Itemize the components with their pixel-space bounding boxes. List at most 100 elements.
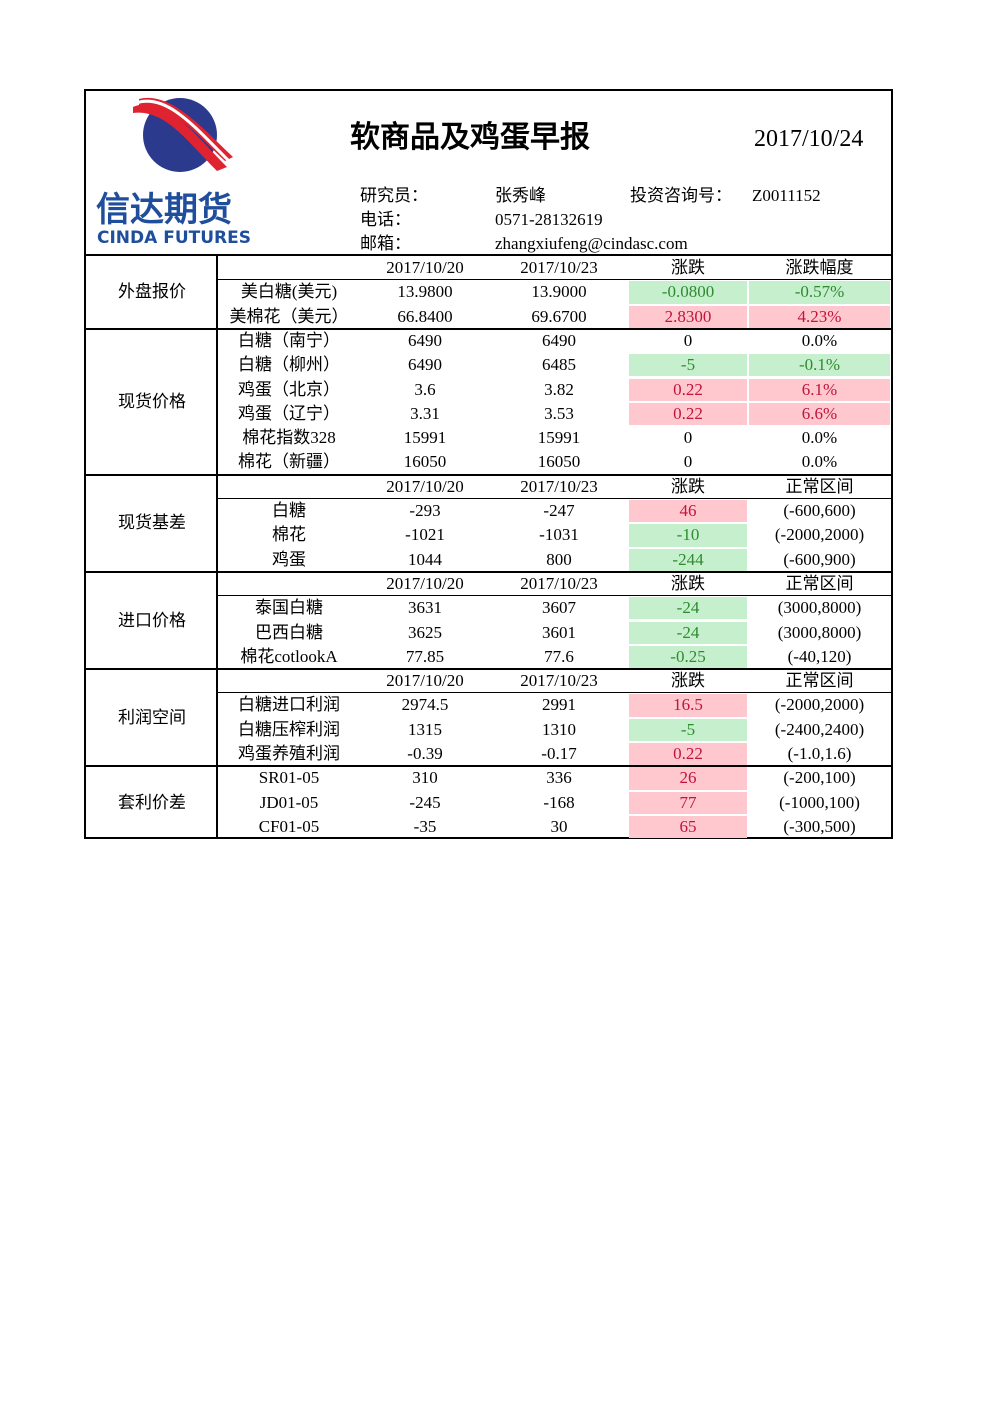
cell: 69.6700: [531, 306, 587, 326]
info-text: 电话：: [360, 210, 411, 229]
cell: 鸡蛋（北京）: [238, 379, 340, 399]
cell: 1310: [542, 719, 576, 739]
column-header: 正常区间: [785, 573, 854, 593]
divider: [218, 692, 891, 694]
cell: -10: [676, 525, 700, 545]
column-header: 2017/10/23: [520, 671, 598, 691]
cell: -5: [680, 355, 696, 375]
info-text: 投资咨询号：: [630, 186, 732, 205]
column-header: 涨跌幅度: [785, 258, 854, 277]
section-label: 进口价格: [118, 610, 186, 630]
cell: -0.17: [541, 744, 577, 763]
column-header: 2017/10/20: [386, 476, 464, 496]
column-header: 涨跌: [671, 573, 705, 593]
cell: CF01-05: [258, 816, 320, 836]
column-header: 2017/10/23: [520, 476, 598, 496]
divider: [84, 570, 893, 573]
cell: (-200,100): [783, 768, 856, 788]
cell: -1021: [405, 525, 445, 545]
cell: 26: [679, 768, 697, 788]
cell: 65: [679, 816, 697, 836]
column-header: 涨跌: [671, 258, 705, 277]
cell: 310: [412, 768, 438, 788]
border: [84, 254, 893, 256]
cell: 棉花: [272, 525, 306, 545]
column-header: 2017/10/20: [386, 573, 464, 593]
section-label: 现货价格: [118, 391, 186, 411]
cell: SR01-05: [258, 768, 320, 788]
cell: (-2000,2000): [774, 525, 865, 545]
cell: -35: [413, 816, 437, 836]
cell: 15991: [403, 428, 447, 448]
info-text: zhangxiufeng@cindasc.com: [495, 234, 688, 253]
cell: (-600,900): [783, 549, 856, 569]
cell: 0.22: [673, 379, 703, 399]
cell: 鸡蛋: [272, 549, 306, 569]
cell: (-2000,2000): [774, 695, 865, 715]
column-header: 正常区间: [785, 476, 854, 496]
cell: -293: [409, 501, 441, 520]
column-header: 2017/10/23: [520, 258, 598, 277]
column-header: 2017/10/20: [386, 258, 464, 277]
cell: 0.0%: [801, 428, 838, 448]
info-text: 0571-28132619: [495, 210, 603, 229]
cell: 6490: [408, 355, 442, 375]
cell: 白糖: [272, 501, 306, 520]
cell: 77.85: [405, 646, 445, 666]
cell-highlight: [629, 524, 747, 547]
divider: [216, 474, 218, 572]
cell: 3607: [542, 598, 576, 618]
divider: [216, 571, 218, 670]
cell: -245: [409, 792, 441, 812]
info-text: Z0011152: [752, 186, 821, 205]
cell: 2.8300: [664, 306, 712, 326]
cell: 16.5: [673, 695, 703, 715]
section-label: 现货基差: [118, 513, 186, 533]
cell: 6490: [408, 330, 442, 350]
cell: 66.8400: [397, 306, 453, 326]
cell-highlight: [749, 305, 890, 328]
divider: [84, 765, 893, 768]
cell-highlight: [629, 621, 747, 644]
column-header: 2017/10/23: [520, 573, 598, 593]
cell-highlight: [749, 281, 890, 304]
cell: 6.1%: [801, 379, 838, 399]
title: 软商品及鸡蛋早报: [350, 121, 590, 154]
cell: 3.31: [410, 403, 440, 423]
divider: [84, 668, 893, 671]
cell: 0: [683, 428, 693, 448]
cell: -24: [676, 598, 700, 618]
cell: 泰国白糖: [255, 598, 323, 618]
divider: [218, 595, 891, 597]
divider: [84, 327, 893, 330]
divider: [216, 328, 218, 475]
cell-highlight: [629, 500, 747, 523]
cell-highlight: [629, 743, 747, 766]
cell: 6490: [542, 330, 576, 350]
cell: 鸡蛋（辽宁）: [238, 403, 340, 423]
cell: 77.6: [544, 646, 574, 666]
section-label: 利润空间: [118, 707, 186, 727]
cell: (-1000,100): [779, 792, 860, 812]
cell: 6.6%: [801, 403, 838, 423]
cell: 13.9000: [531, 282, 587, 302]
cell: 0.22: [673, 403, 703, 423]
cell: 3601: [542, 622, 576, 642]
cell-highlight: [629, 645, 747, 669]
cell: -0.57%: [794, 282, 845, 302]
cell: -1031: [539, 525, 579, 545]
cell: 3625: [408, 622, 442, 642]
cell-highlight: [749, 378, 890, 401]
cell-highlight: [629, 305, 747, 328]
border: [891, 89, 893, 839]
cell-highlight: [629, 694, 747, 717]
cell: (-300,500): [783, 816, 856, 836]
cell: 0.22: [673, 744, 703, 763]
cell-highlight: [629, 354, 747, 377]
cell: 白糖进口利润: [238, 695, 340, 715]
cell: 3.53: [544, 403, 574, 423]
cell: 4.23%: [797, 306, 842, 326]
cell: -0.0800: [661, 282, 715, 302]
cell: -0.1%: [798, 355, 841, 375]
